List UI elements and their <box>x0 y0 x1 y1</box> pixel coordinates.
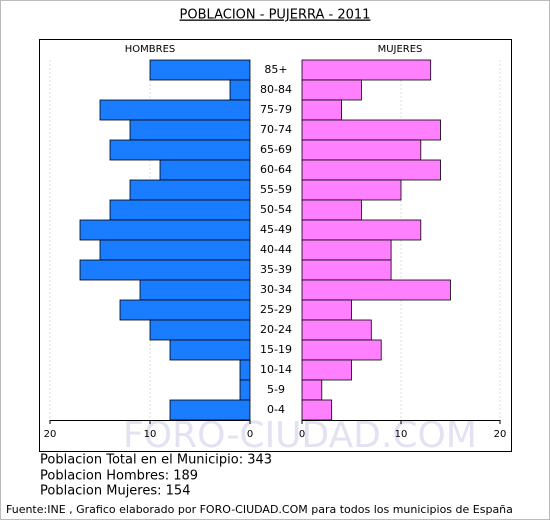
bar <box>301 339 382 361</box>
bar <box>301 259 392 281</box>
bar <box>301 399 333 421</box>
bar <box>301 319 372 341</box>
bar <box>119 299 251 321</box>
y-tick-label: 55-59 <box>260 183 292 196</box>
chart-title: POBLACION - PUJERRA - 2011 <box>180 8 371 23</box>
bar <box>159 159 251 181</box>
bar <box>301 219 422 241</box>
bar <box>301 59 432 81</box>
x-tick-label: 20 <box>494 429 507 440</box>
y-tick-label: 70-74 <box>260 123 292 136</box>
legend-label: HOMBRES <box>125 44 176 55</box>
bar <box>99 239 251 261</box>
y-tick-label: 15-19 <box>260 343 292 356</box>
y-tick-label: 40-44 <box>260 243 292 256</box>
y-tick-label: 60-64 <box>260 163 292 176</box>
bar <box>79 219 251 241</box>
bar <box>139 279 251 301</box>
y-tick-label: 30-34 <box>260 283 292 296</box>
bar <box>301 199 362 221</box>
annotation: Poblacion Mujeres: 154 <box>40 484 190 499</box>
bar <box>239 359 251 381</box>
annotation: Poblacion Hombres: 189 <box>40 469 198 484</box>
y-tick-label: 10-14 <box>260 363 292 376</box>
annotation: Poblacion Total en el Municipio: 343 <box>40 453 272 468</box>
bar <box>229 79 251 101</box>
y-tick-label: 50-54 <box>260 203 292 216</box>
bar <box>149 59 251 81</box>
x-tick-label: 10 <box>144 429 157 440</box>
x-tick-label: 0 <box>299 429 305 440</box>
bar <box>301 79 362 101</box>
x-tick-label: 10 <box>395 429 408 440</box>
bar <box>149 319 251 341</box>
bar <box>169 339 251 361</box>
y-tick-label: 80-84 <box>260 83 292 96</box>
bar <box>301 179 402 201</box>
bar <box>169 399 251 421</box>
bar <box>301 279 451 301</box>
bar <box>109 199 251 221</box>
y-tick-label: 5-9 <box>267 383 285 396</box>
bar <box>301 119 442 141</box>
watermark: FORO-CIUDAD.COM <box>123 415 477 456</box>
x-tick-label: 20 <box>44 429 57 440</box>
y-tick-label: 25-29 <box>260 303 292 316</box>
y-tick-label: 45-49 <box>260 223 292 236</box>
y-tick-label: 0-4 <box>267 403 285 416</box>
bar <box>301 159 442 181</box>
y-tick-label: 20-24 <box>260 323 292 336</box>
source: Fuente:INE , Grafico elaborado por FORO-… <box>6 503 513 516</box>
y-tick-label: 85+ <box>264 63 287 76</box>
legend-label: MUJERES <box>378 44 423 55</box>
bar <box>301 359 352 381</box>
x-tick-label: 0 <box>247 429 253 440</box>
y-tick-label: 35-39 <box>260 263 292 276</box>
bar <box>301 139 422 161</box>
bar <box>301 239 392 261</box>
bar <box>301 99 342 121</box>
bar <box>99 99 251 121</box>
bar <box>129 179 251 201</box>
bar <box>109 139 251 161</box>
y-tick-label: 75-79 <box>260 103 292 116</box>
y-tick-label: 65-69 <box>260 143 292 156</box>
bar <box>239 379 251 401</box>
bar <box>129 119 251 141</box>
bar <box>301 299 352 321</box>
bar <box>79 259 251 281</box>
bar <box>301 379 323 401</box>
